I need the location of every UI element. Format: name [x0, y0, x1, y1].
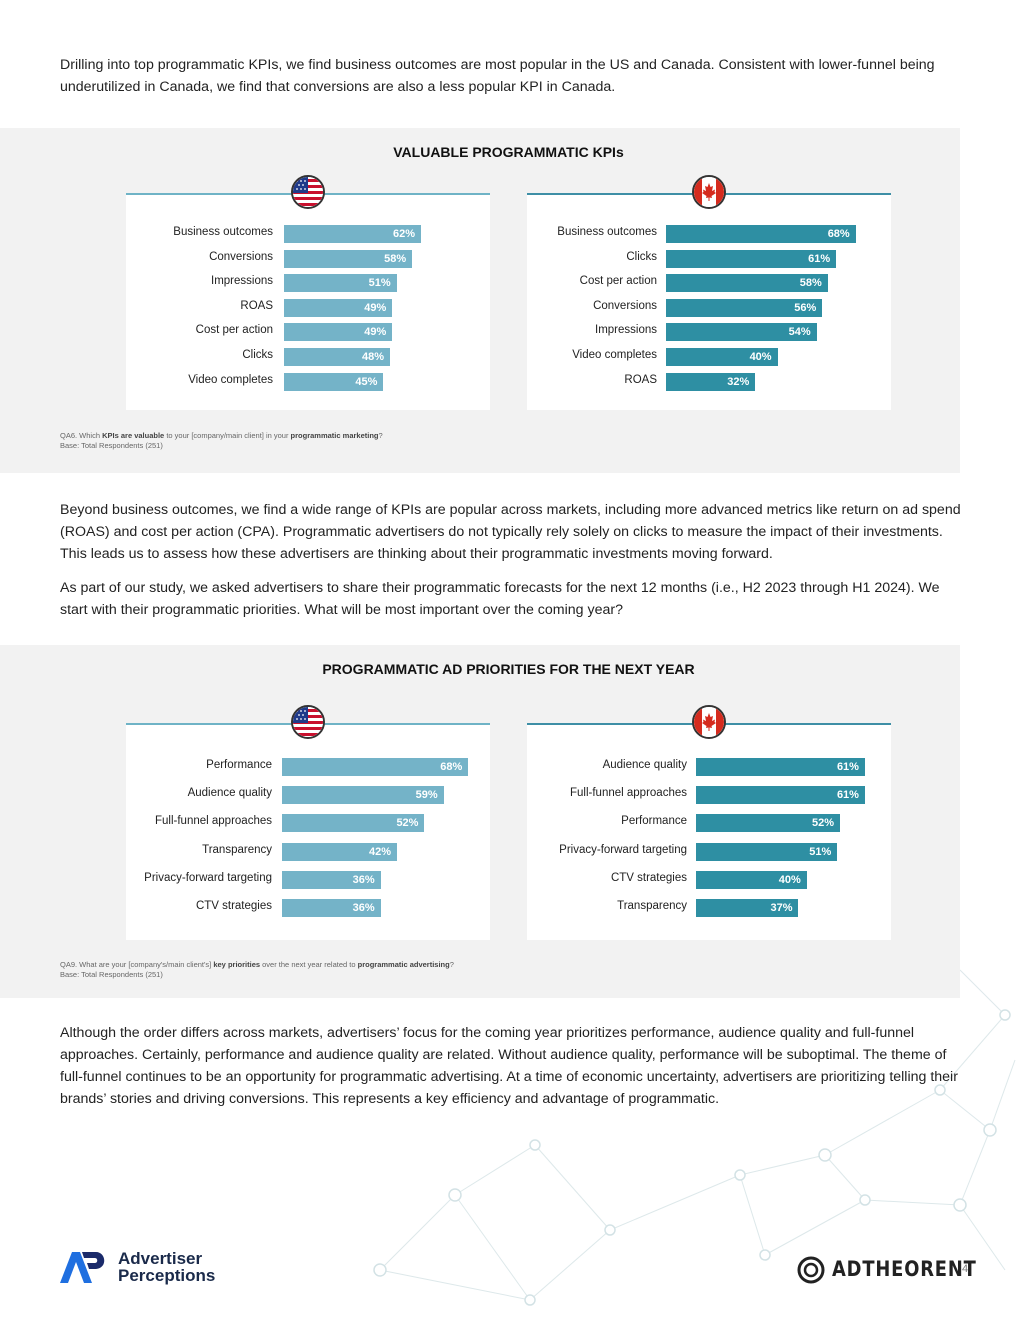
bar-label: Video completes: [188, 373, 273, 386]
paragraph-2: Beyond business outcomes, we find a wide…: [60, 502, 961, 562]
bar: 51%: [696, 842, 838, 861]
bar-label: Transparency: [617, 900, 687, 912]
bar-label: ROAS: [624, 373, 657, 386]
advertiser-perceptions-logo-icon: [60, 1252, 105, 1283]
advertiser-perceptions-logo: Advertiser Perceptions: [118, 1249, 216, 1285]
bar-value-label: 61%: [808, 252, 831, 265]
bar: 42%: [282, 842, 398, 861]
bar-value-label: 51%: [809, 845, 832, 858]
bar-value-label: 61%: [836, 789, 859, 802]
bar-label: Conversions: [593, 299, 657, 312]
bar-value-label: 58%: [384, 252, 407, 265]
bar-label: Full-funnel approaches: [155, 815, 272, 828]
bar-label: Clicks: [242, 349, 273, 361]
bar-label: CTV strategies: [195, 900, 272, 912]
bar: 61%: [696, 786, 865, 805]
bar: 48%: [284, 348, 391, 366]
bar-label: Audience quality: [187, 787, 272, 800]
bar: 32%: [666, 372, 756, 391]
bar-label: Conversions: [209, 250, 273, 263]
bar-label: Performance: [206, 759, 272, 771]
bar-value-label: 59%: [415, 789, 438, 802]
bar-value-label: 49%: [364, 326, 387, 339]
bar-label: ROAS: [240, 299, 273, 312]
canada-flag-icon: [692, 705, 726, 739]
bar: 56%: [666, 298, 823, 317]
bar-label: Audience quality: [602, 759, 687, 771]
bar-label: Clicks: [626, 250, 657, 263]
bar-value-label: 56%: [794, 301, 817, 314]
bar-value-label: 58%: [799, 277, 822, 290]
us-flag-icon: [291, 175, 325, 209]
bar: 68%: [666, 225, 856, 243]
bar-label: Cost per action: [195, 324, 273, 337]
page-number: 4: [962, 1263, 969, 1275]
priorities-panel-title: PROGRAMMATIC AD PRIORITIES FOR THE NEXT …: [322, 661, 695, 677]
bar: 52%: [282, 814, 425, 833]
bar: 59%: [282, 786, 444, 805]
bar-label: Transparency: [202, 843, 272, 856]
bar: 58%: [666, 274, 828, 293]
bar-value-label: 52%: [396, 817, 419, 830]
bar-label: Impressions: [211, 275, 273, 288]
bar: 36%: [282, 870, 381, 889]
bar-label: Privacy-forward targeting: [144, 871, 272, 884]
bar-label: CTV strategies: [610, 871, 687, 884]
us-flag-icon: [291, 705, 325, 739]
bar-label: Performance: [621, 815, 687, 828]
bar: 37%: [696, 899, 799, 917]
bar-value-label: 62%: [392, 228, 416, 240]
bar-value-label: 68%: [440, 761, 463, 773]
bar-value-label: 40%: [778, 873, 801, 886]
bar-label: Privacy-forward targeting: [559, 843, 687, 856]
bar-value-label: 48%: [362, 351, 385, 363]
adtheorent-logo-icon: [797, 1256, 825, 1284]
bar-value-label: 52%: [812, 817, 835, 830]
bar: 51%: [284, 274, 397, 293]
priorities-footnote: QA9. What are your [company's/main clien…: [60, 960, 454, 979]
bar-value-label: 42%: [369, 845, 392, 858]
bar: 49%: [284, 323, 393, 342]
bar-value-label: 49%: [364, 301, 387, 314]
kpi-footnote: QA6. Which KPIs are valuable to your [co…: [60, 431, 383, 450]
bar-value-label: 45%: [355, 375, 378, 388]
canada-flag-icon: [692, 175, 726, 209]
paragraph-3: As part of our study, we asked advertise…: [60, 580, 940, 618]
bar-label: Cost per action: [579, 275, 657, 288]
bar-value-label: 36%: [352, 902, 375, 914]
bar-label: Full-funnel approaches: [570, 787, 687, 800]
bar: 61%: [696, 758, 865, 776]
bar-value-label: 54%: [788, 326, 811, 339]
bar-label: Business outcomes: [173, 226, 273, 238]
bar: 58%: [284, 249, 413, 268]
bar: 40%: [696, 870, 807, 889]
bar: 45%: [284, 372, 384, 391]
paragraph-4: Although the order differs across market…: [60, 1025, 958, 1107]
bar: 68%: [282, 758, 469, 776]
intro-paragraph: Drilling into top programmatic KPIs, we …: [60, 57, 935, 95]
bar: 52%: [696, 814, 841, 833]
bar-label: Impressions: [595, 324, 657, 337]
bar-value-label: 61%: [836, 761, 859, 773]
bar: 36%: [282, 899, 381, 917]
bar: 49%: [284, 298, 393, 317]
adtheorent-logo: ADTHEORENT: [832, 1257, 977, 1281]
bar: 54%: [666, 323, 817, 342]
bar-value-label: 40%: [749, 351, 772, 363]
bar-value-label: 51%: [368, 277, 391, 290]
bar-value-label: 36%: [352, 873, 375, 886]
bar-label: Business outcomes: [557, 226, 657, 238]
bar-value-label: 68%: [827, 228, 850, 240]
bar: 40%: [666, 348, 778, 366]
bar-value-label: 32%: [727, 375, 750, 388]
bar: 61%: [666, 249, 837, 268]
bar-label: Video completes: [572, 349, 657, 361]
bar-value-label: 37%: [770, 902, 793, 914]
kpi-panel-title: VALUABLE PROGRAMMATIC KPIs: [393, 144, 624, 160]
bar: 62%: [284, 225, 422, 243]
